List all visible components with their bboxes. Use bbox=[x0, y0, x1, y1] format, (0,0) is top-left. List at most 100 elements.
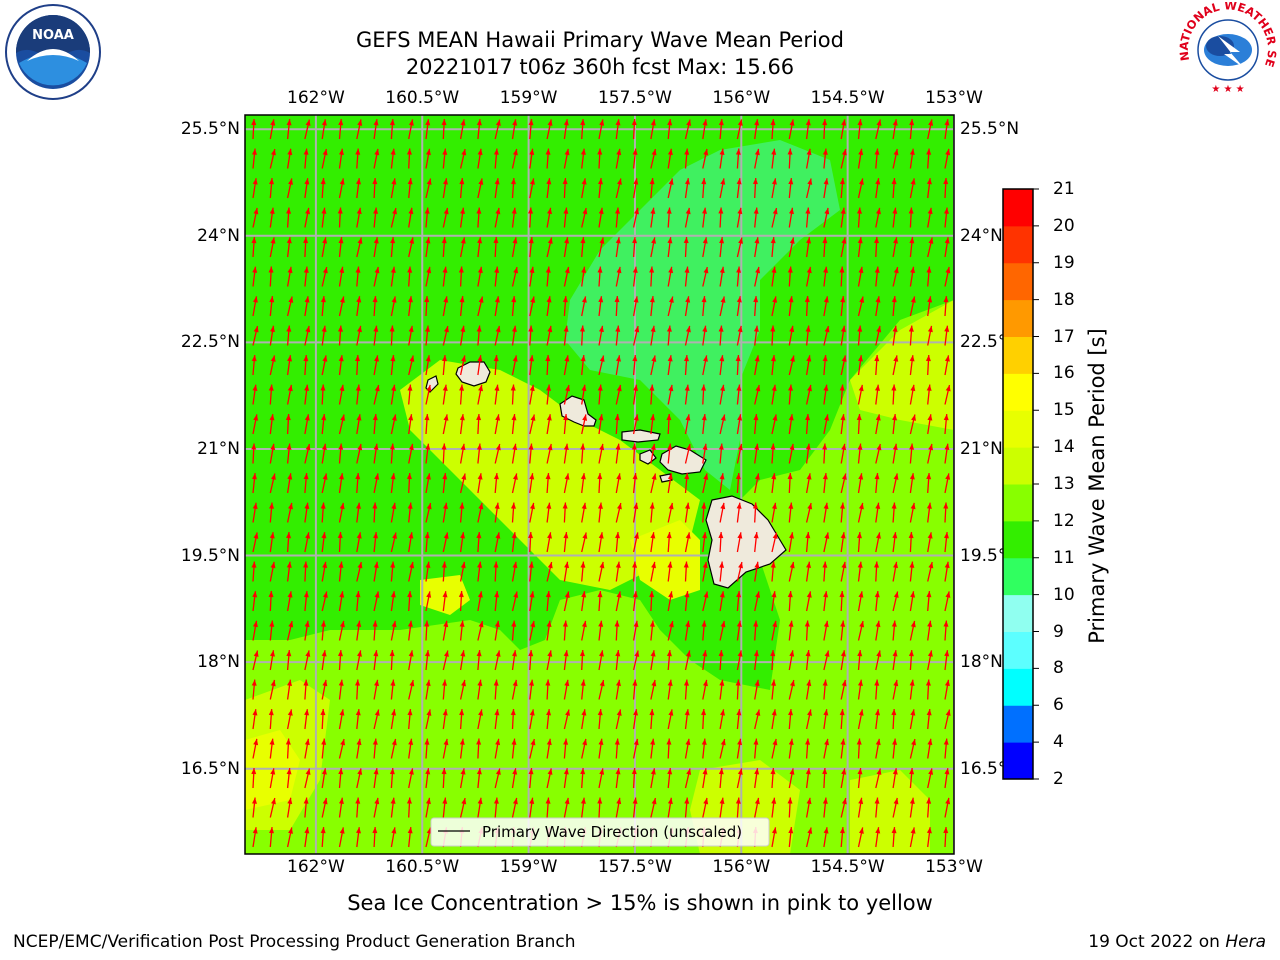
wave-direction-arrow bbox=[840, 473, 847, 494]
wave-direction-arrow bbox=[563, 738, 569, 759]
wave-direction-arrow bbox=[909, 827, 916, 848]
wave-direction-arrow bbox=[494, 119, 501, 140]
wave-direction-arrow bbox=[390, 473, 396, 494]
wave-direction-arrow bbox=[754, 473, 760, 494]
wave-direction-arrow bbox=[632, 650, 640, 671]
wave-direction-arrow bbox=[563, 591, 570, 612]
wave-direction-arrow bbox=[408, 325, 414, 346]
wave-direction-arrow bbox=[424, 620, 430, 641]
wave-direction-arrow bbox=[529, 414, 536, 435]
lat-tick-label-right: 18°N bbox=[960, 652, 1003, 673]
wave-direction-arrow bbox=[788, 414, 794, 435]
wave-direction-arrow bbox=[719, 178, 726, 199]
wave-direction-arrow bbox=[771, 738, 778, 759]
lon-tick-label-bottom: 159°W bbox=[499, 857, 558, 877]
wave-direction-arrow bbox=[719, 502, 726, 523]
wave-direction-arrow bbox=[425, 266, 432, 287]
wave-direction-arrow bbox=[770, 561, 776, 582]
wave-direction-arrow bbox=[667, 443, 673, 464]
wave-direction-arrow bbox=[788, 768, 795, 789]
wave-direction-arrow bbox=[321, 148, 328, 169]
wave-direction-arrow bbox=[632, 797, 638, 818]
wave-direction-arrow bbox=[943, 414, 949, 435]
wave-direction-arrow bbox=[719, 473, 725, 494]
wave-direction-arrow bbox=[875, 119, 882, 140]
wave-direction-arrow bbox=[735, 354, 741, 376]
wave-direction-arrow bbox=[702, 207, 707, 228]
wave-direction-arrow bbox=[735, 679, 741, 700]
wave-direction-arrow bbox=[252, 384, 258, 405]
wave-direction-arrow bbox=[804, 295, 810, 317]
wave-direction-arrow bbox=[493, 236, 499, 258]
wave-direction-arrow bbox=[477, 797, 483, 818]
wave-direction-arrow bbox=[563, 414, 569, 435]
wave-direction-arrow bbox=[840, 679, 847, 700]
wave-direction-arrow bbox=[477, 148, 483, 169]
wave-direction-arrow bbox=[771, 148, 777, 169]
wave-direction-arrow bbox=[874, 236, 880, 258]
wave-direction-arrow bbox=[546, 119, 553, 140]
wave-direction-arrow bbox=[927, 119, 934, 140]
wave-direction-arrow bbox=[580, 355, 586, 376]
wave-direction-arrow bbox=[390, 620, 397, 641]
wave-direction-arrow bbox=[667, 384, 674, 405]
wave-direction-arrow bbox=[321, 355, 328, 376]
wave-direction-arrow bbox=[805, 266, 812, 287]
wave-direction-arrow bbox=[840, 325, 846, 346]
wave-direction-arrow bbox=[719, 148, 725, 169]
wave-direction-arrow bbox=[822, 355, 828, 376]
wave-direction-arrow bbox=[390, 502, 397, 523]
wave-direction-arrow bbox=[579, 649, 585, 671]
wave-direction-arrow bbox=[684, 296, 691, 317]
wave-direction-arrow bbox=[788, 502, 794, 523]
wave-direction-arrow bbox=[615, 325, 621, 346]
wave-direction-arrow bbox=[632, 325, 640, 346]
wave-direction-arrow bbox=[719, 296, 726, 317]
wave-direction-arrow bbox=[944, 797, 951, 818]
wave-direction-arrow bbox=[944, 679, 950, 700]
wave-direction-arrow bbox=[632, 237, 638, 258]
wave-direction-arrow bbox=[269, 620, 275, 641]
wave-direction-arrow bbox=[788, 561, 795, 582]
wave-direction-arrow bbox=[338, 414, 346, 435]
wave-direction-arrow bbox=[753, 650, 759, 671]
wave-direction-arrow bbox=[529, 709, 535, 730]
wave-direction-arrow bbox=[736, 443, 743, 464]
wave-direction-arrow bbox=[684, 414, 691, 435]
wave-direction-arrow bbox=[477, 266, 483, 287]
wave-direction-arrow bbox=[529, 620, 536, 641]
wave-direction-arrow bbox=[408, 414, 414, 435]
lat-tick-label-left: 22.5°N bbox=[180, 332, 240, 353]
wave-direction-arrow bbox=[252, 325, 259, 346]
wave-direction-arrow bbox=[632, 679, 638, 700]
wave-direction-arrow bbox=[373, 119, 379, 140]
wave-direction-arrow bbox=[788, 296, 794, 317]
wave-direction-arrow bbox=[754, 768, 760, 789]
wave-direction-arrow bbox=[511, 237, 518, 258]
wave-direction-arrow bbox=[632, 738, 639, 759]
wave-direction-arrow bbox=[424, 325, 430, 346]
wave-direction-arrow bbox=[667, 768, 673, 789]
wave-direction-arrow bbox=[321, 414, 327, 435]
island-maui bbox=[659, 445, 707, 475]
wave-direction-arrow bbox=[788, 355, 795, 376]
wave-direction-arrow bbox=[493, 355, 499, 376]
wave-direction-arrow bbox=[459, 797, 467, 818]
wave-direction-arrow bbox=[338, 119, 344, 140]
wave-direction-arrow bbox=[927, 650, 933, 671]
wave-direction-arrow bbox=[788, 679, 795, 700]
wave-direction-arrow bbox=[615, 532, 621, 553]
wave-direction-arrow bbox=[615, 178, 622, 199]
wave-direction-arrow bbox=[477, 355, 483, 376]
wave-direction-arrow bbox=[338, 178, 345, 199]
wave-direction-arrow bbox=[321, 325, 327, 346]
wave-direction-arrow bbox=[771, 178, 777, 199]
wave-direction-arrow bbox=[857, 296, 865, 317]
wave-direction-arrow bbox=[338, 561, 344, 582]
wave-direction-arrow bbox=[684, 384, 690, 405]
wave-direction-arrow bbox=[753, 414, 759, 435]
wave-direction-arrow bbox=[373, 266, 380, 287]
wave-direction-arrow bbox=[615, 384, 622, 405]
wave-direction-arrow bbox=[476, 738, 482, 759]
wave-direction-arrow bbox=[944, 591, 951, 612]
